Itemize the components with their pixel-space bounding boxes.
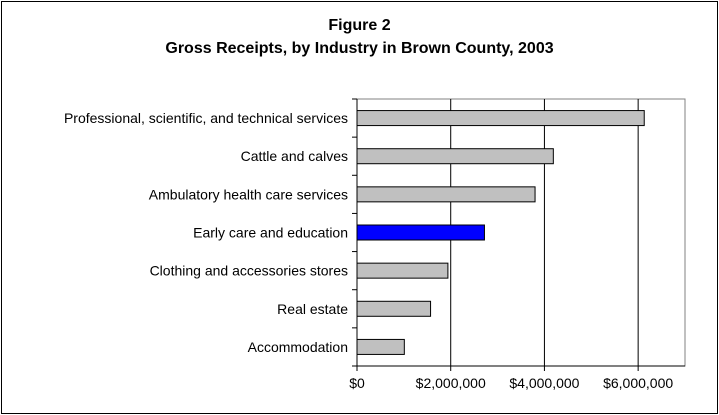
x-tick-label-1: $2,000,000 — [416, 375, 486, 391]
bar-4 — [356, 262, 449, 279]
chart-subtitle: Gross Receipts, by Industry in Brown Cou… — [165, 40, 554, 57]
bar-1 — [356, 148, 554, 165]
category-label-5: Real estate — [277, 301, 348, 317]
bar-3 — [356, 224, 485, 241]
plot-area — [356, 98, 686, 367]
category-label-4: Clothing and accessories stores — [150, 263, 348, 279]
category-label-0: Professional, scientific, and technical … — [64, 110, 348, 126]
bar-6 — [356, 338, 405, 355]
category-label-1: Cattle and calves — [241, 148, 348, 164]
bar-2 — [356, 186, 536, 203]
category-label-6: Accommodation — [248, 339, 348, 355]
chart-title: Figure 2 — [328, 17, 391, 34]
bar-0 — [356, 110, 645, 127]
category-label-3: Early care and education — [193, 225, 348, 241]
x-tick-label-3: $6,000,000 — [603, 375, 673, 391]
category-label-2: Ambulatory health care services — [149, 186, 348, 202]
x-tick-label-0: $0 — [349, 375, 365, 391]
bar-5 — [356, 300, 432, 317]
x-tick-label-2: $4,000,000 — [509, 375, 579, 391]
